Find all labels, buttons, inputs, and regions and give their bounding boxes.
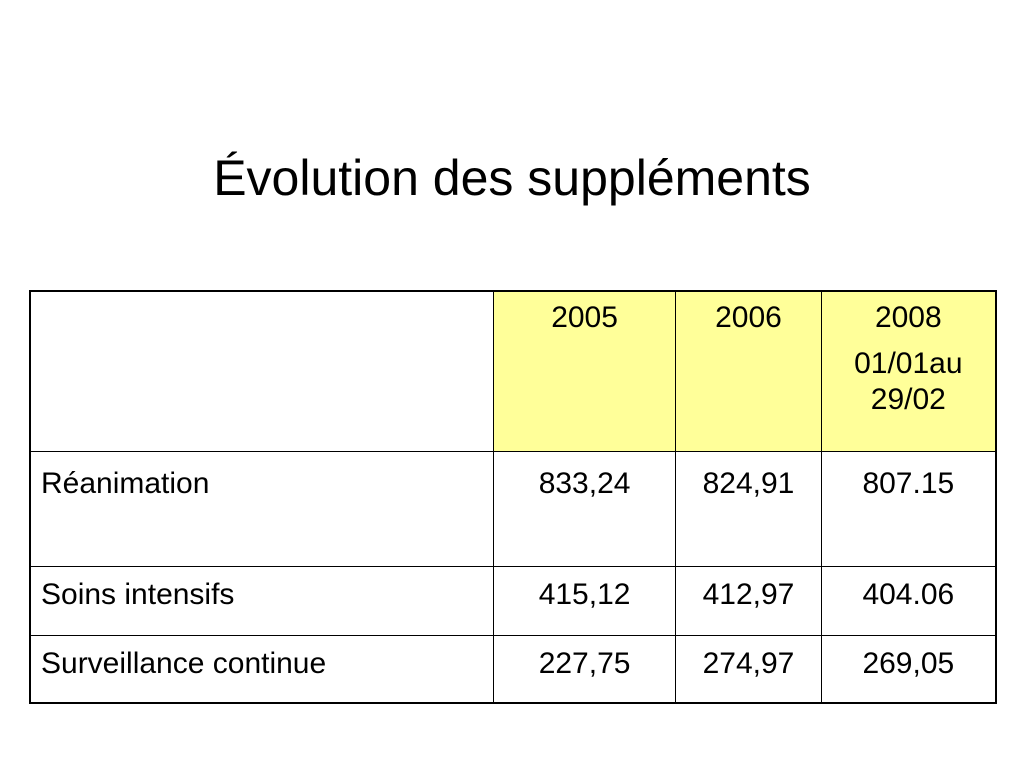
- slide-title: Évolution des suppléments: [213, 150, 811, 206]
- header-2008-period: 01/01au 29/02: [854, 347, 963, 416]
- header-2005: 2005: [492, 290, 677, 452]
- cell-value: 269,05: [820, 634, 997, 704]
- header-2008: 2008 01/01au 29/02: [820, 290, 997, 452]
- header-corner-cell: [29, 290, 494, 452]
- cell-value: 415,12: [492, 565, 677, 636]
- cell-value: 274,97: [675, 634, 822, 704]
- cell-value: 807.15: [820, 450, 997, 567]
- cell-value: 404.06: [820, 565, 997, 636]
- supplements-table: 2005 2006 2008 01/01au 29/02 Réanimation…: [29, 290, 997, 704]
- table-row: Soins intensifs 415,12 412,97 404.06: [29, 565, 997, 636]
- row-label-reanimation: Réanimation: [29, 450, 494, 567]
- row-label-surveillance-continue: Surveillance continue: [29, 634, 494, 704]
- table-header-row: 2005 2006 2008 01/01au 29/02: [29, 290, 997, 452]
- header-2008-year: 2008: [874, 301, 942, 334]
- table-row: Réanimation 833,24 824,91 807.15: [29, 450, 997, 567]
- cell-value: 412,97: [675, 565, 822, 636]
- cell-value: 227,75: [492, 634, 677, 704]
- row-label-soins-intensifs: Soins intensifs: [29, 565, 494, 636]
- cell-value: 824,91: [675, 450, 822, 567]
- table-row: Surveillance continue 227,75 274,97 269,…: [29, 634, 997, 704]
- cell-value: 833,24: [492, 450, 677, 567]
- header-2006: 2006: [675, 290, 822, 452]
